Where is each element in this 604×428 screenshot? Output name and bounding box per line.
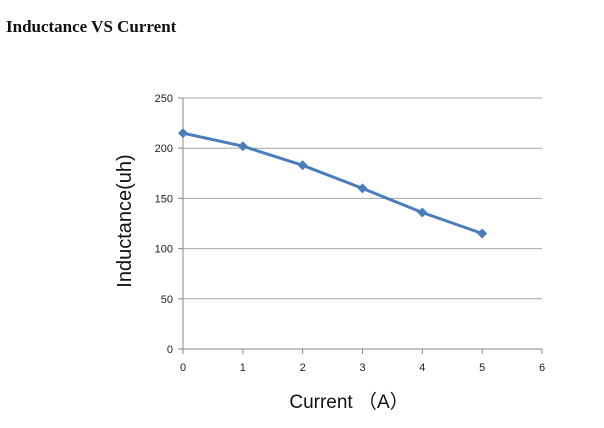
x-tick-label: 3 <box>359 362 365 374</box>
x-tick-label: 6 <box>539 362 545 374</box>
y-tick-label: 50 <box>161 294 173 306</box>
data-point <box>237 141 248 152</box>
data-point <box>477 228 488 239</box>
x-tick-label: 1 <box>240 362 246 374</box>
chart-axes <box>178 97 543 354</box>
page-title: Inductance VS Current <box>6 17 177 36</box>
chart-gridlines <box>183 97 542 300</box>
data-point <box>357 183 368 194</box>
x-tick-label: 2 <box>300 362 306 374</box>
y-tick-label: 150 <box>155 193 173 205</box>
x-tick-label: 0 <box>180 362 186 374</box>
x-tick-label: 5 <box>479 362 485 374</box>
chart-series <box>178 128 488 239</box>
data-point <box>178 128 188 139</box>
y-tick-labels: 0 50 100 150 200 250 <box>155 93 173 356</box>
x-tick-labels: 0 1 2 3 4 5 6 <box>180 362 545 374</box>
y-axis-label: Inductance(uh) <box>114 154 136 287</box>
y-tick-label: 0 <box>167 344 173 356</box>
data-point <box>417 207 428 218</box>
x-tick-label: 4 <box>419 362 425 374</box>
series-line <box>182 131 483 235</box>
x-axis-label: Current （A） <box>289 391 408 413</box>
y-tick-label: 200 <box>155 143 173 155</box>
data-point <box>297 160 308 171</box>
y-tick-label: 100 <box>155 244 173 256</box>
y-tick-label: 250 <box>155 93 173 105</box>
